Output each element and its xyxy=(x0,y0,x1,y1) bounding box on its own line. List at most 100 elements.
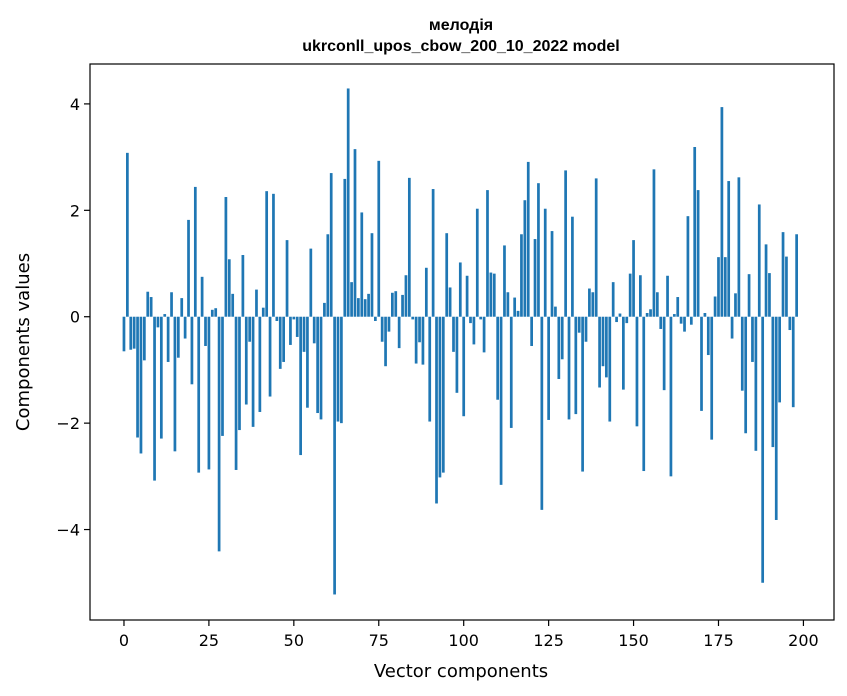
bar-33 xyxy=(234,316,238,470)
bar-110 xyxy=(496,316,500,400)
bar-139 xyxy=(594,178,598,317)
bar-57 xyxy=(316,316,319,414)
bar-116 xyxy=(516,310,520,317)
bar-96 xyxy=(448,287,452,317)
bar-114 xyxy=(509,316,513,428)
bar-147 xyxy=(622,316,625,390)
bar-156 xyxy=(652,169,656,317)
bar-120 xyxy=(530,316,533,346)
bar-125 xyxy=(547,316,550,420)
bar-48 xyxy=(285,240,289,317)
bar-20 xyxy=(190,316,194,385)
bar-30 xyxy=(224,197,228,317)
bar-7 xyxy=(146,291,150,317)
bar-88 xyxy=(421,316,425,365)
bars-group xyxy=(122,88,798,595)
bar-103 xyxy=(472,316,476,345)
bar-165 xyxy=(683,316,686,332)
bar-173 xyxy=(710,316,714,440)
bar-94 xyxy=(441,316,445,473)
bar-66 xyxy=(346,88,350,317)
bar-193 xyxy=(778,316,781,403)
y-tick-label-3: 2 xyxy=(70,201,80,220)
bar-49 xyxy=(289,316,292,345)
bar-170 xyxy=(700,316,703,411)
bar-97 xyxy=(452,316,455,352)
bar-122 xyxy=(537,183,540,317)
y-axis-label: Components values xyxy=(13,253,34,431)
bar-163 xyxy=(676,297,680,317)
bar-197 xyxy=(791,316,795,408)
x-tick-label-6: 150 xyxy=(618,631,649,650)
bar-21 xyxy=(193,186,197,317)
bar-0 xyxy=(122,316,126,352)
bar-71 xyxy=(363,299,367,317)
y-tick-label-1: −2 xyxy=(56,414,80,433)
plot-frame xyxy=(89,63,835,621)
bar-160 xyxy=(666,275,669,317)
bar-16 xyxy=(176,316,180,358)
bar-38 xyxy=(251,316,255,427)
bar-80 xyxy=(394,291,398,317)
bar-53 xyxy=(302,316,306,352)
bar-171 xyxy=(703,313,707,317)
bar-24 xyxy=(204,316,207,346)
bar-153 xyxy=(642,316,646,472)
bar-39 xyxy=(255,289,258,317)
bar-87 xyxy=(418,316,421,343)
bar-31 xyxy=(227,259,231,317)
bar-131 xyxy=(567,316,571,420)
x-axis-label: Vector components xyxy=(374,661,548,682)
bar-13 xyxy=(166,316,170,362)
bar-46 xyxy=(278,316,282,369)
bar-167 xyxy=(689,316,693,325)
bar-54 xyxy=(306,316,309,408)
bar-56 xyxy=(312,316,316,344)
bar-135 xyxy=(581,316,584,472)
bar-78 xyxy=(387,316,391,332)
bar-99 xyxy=(458,262,462,317)
bar-35 xyxy=(241,255,245,317)
bar-117 xyxy=(520,234,523,317)
bar-198 xyxy=(795,234,798,317)
bar-4 xyxy=(136,316,139,438)
bar-137 xyxy=(588,288,591,317)
bar-188 xyxy=(761,316,765,583)
bar-32 xyxy=(231,293,235,317)
bar-149 xyxy=(628,273,632,317)
bar-161 xyxy=(669,316,673,477)
bar-154 xyxy=(645,313,649,317)
bar-141 xyxy=(601,316,605,367)
bar-37 xyxy=(248,316,252,342)
bar-112 xyxy=(503,245,506,317)
bar-119 xyxy=(526,161,530,317)
bar-93 xyxy=(438,316,442,478)
bar-192 xyxy=(774,316,778,520)
bar-101 xyxy=(465,275,469,317)
bar-132 xyxy=(571,216,574,317)
bar-17 xyxy=(180,298,184,317)
bar-191 xyxy=(771,316,775,448)
bar-79 xyxy=(391,292,394,317)
bar-28 xyxy=(217,316,221,552)
x-tick-label-3: 75 xyxy=(369,631,389,650)
y-tick-label-0: −4 xyxy=(56,521,80,540)
bar-10 xyxy=(156,316,160,328)
bar-148 xyxy=(625,316,629,324)
bar-105 xyxy=(479,316,483,320)
bar-52 xyxy=(299,316,302,456)
bar-75 xyxy=(377,160,381,317)
bar-109 xyxy=(492,273,496,317)
bar-164 xyxy=(679,316,683,324)
bar-82 xyxy=(401,294,404,317)
chart-subtitle: ukrconll_upos_cbow_200_10_2022 model xyxy=(302,38,619,55)
chart-title: мелодія xyxy=(429,17,493,34)
bar-85 xyxy=(411,316,415,320)
bar-9 xyxy=(153,316,156,481)
bar-11 xyxy=(159,316,163,439)
bar-134 xyxy=(577,316,581,333)
bar-5 xyxy=(139,316,143,454)
bar-108 xyxy=(489,272,493,317)
bar-1 xyxy=(126,152,129,317)
bar-128 xyxy=(557,316,561,379)
